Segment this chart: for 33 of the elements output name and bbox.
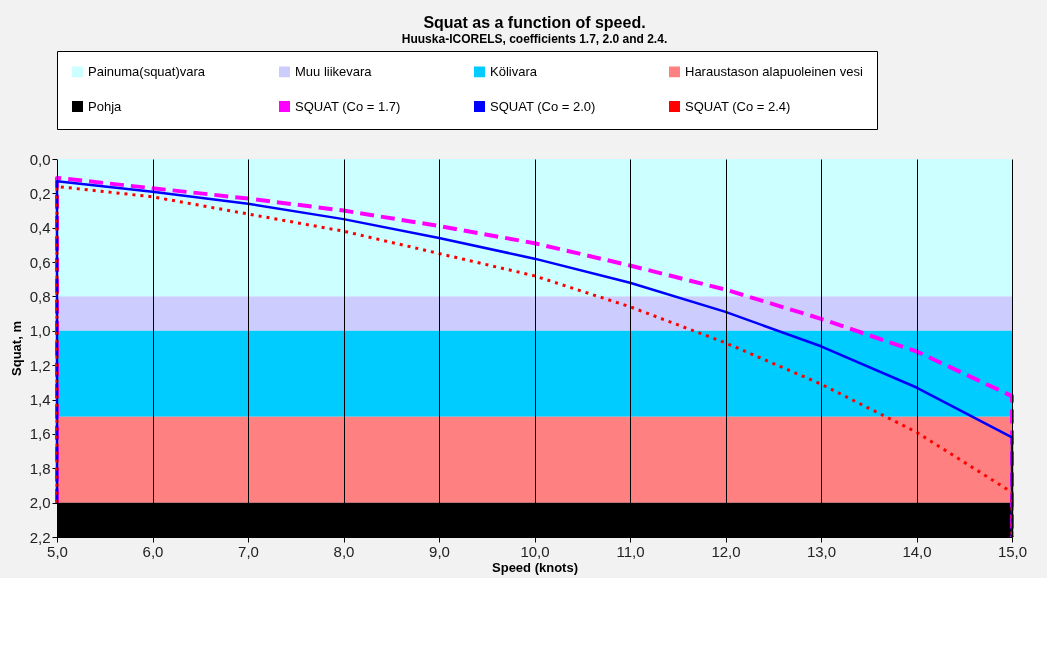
x-tick-label: 8,0 bbox=[333, 542, 355, 560]
legend-label: Muu liikevara bbox=[295, 63, 373, 79]
y-tick-label: 1,0 bbox=[29, 322, 51, 340]
legend-label: SQUAT (Co = 1.7) bbox=[295, 98, 401, 114]
x-tick-label: 7,0 bbox=[238, 542, 259, 560]
chart-subtitle: Huuska-ICORELS, coefficients 1.7, 2.0 and 2.4. bbox=[401, 31, 668, 46]
y-tick-label: 0,2 bbox=[29, 184, 51, 202]
x-tick-label: 12,0 bbox=[711, 542, 741, 560]
legend-label: Kölivara bbox=[490, 63, 538, 79]
x-tick-label: 9,0 bbox=[429, 542, 450, 560]
y-tick-label: 0,0 bbox=[29, 150, 51, 168]
x-tick-label: 6,0 bbox=[142, 542, 164, 560]
legend-label: Pohja bbox=[88, 98, 123, 114]
y-tick-label: 0,6 bbox=[29, 253, 51, 271]
y-tick-label: 2,0 bbox=[29, 494, 51, 512]
legend-label: SQUAT (Co = 2.0) bbox=[490, 98, 596, 114]
y-tick-label: 0,8 bbox=[29, 287, 51, 305]
y-tick-label: 1,8 bbox=[29, 459, 51, 477]
x-tick-label: 14,0 bbox=[902, 542, 932, 560]
legend-label: Painuma(squat)vara bbox=[88, 63, 206, 79]
y-tick-label: 1,2 bbox=[29, 356, 51, 374]
legend-label: Haraustason alapuoleinen vesi bbox=[685, 63, 863, 79]
x-tick-label: 11,0 bbox=[616, 542, 645, 560]
chart-title: Squat as a function of speed. bbox=[423, 13, 646, 31]
y-tick-label: 1,4 bbox=[29, 391, 51, 409]
y-tick-label: 1,6 bbox=[29, 425, 51, 443]
x-tick-label: 10,0 bbox=[520, 542, 550, 560]
x-tick-label: 15,0 bbox=[997, 542, 1028, 560]
x-tick-label: 13,0 bbox=[806, 542, 837, 560]
y-tick-label: 0,4 bbox=[29, 219, 51, 237]
y-axis-title: Squat, m bbox=[8, 321, 24, 376]
x-axis-title: Speed (knots) bbox=[492, 559, 578, 575]
legend-label: SQUAT (Co = 2.4) bbox=[685, 98, 791, 114]
